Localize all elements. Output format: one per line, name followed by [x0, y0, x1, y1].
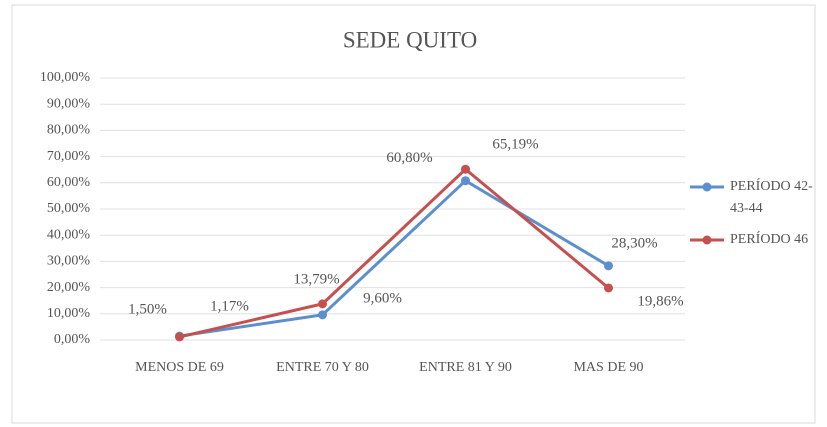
- point: [461, 164, 470, 174]
- y-tick-label: 10,00%: [47, 306, 91, 321]
- y-tick-label: 70,00%: [47, 149, 91, 164]
- legend-marker: [702, 182, 712, 192]
- x-tick-label: ENTRE 81 Y 90: [419, 360, 512, 375]
- data-label: 13,79%: [293, 271, 339, 287]
- y-tick-label: 80,00%: [47, 123, 91, 138]
- x-tick-label: MENOS DE 69: [135, 360, 224, 375]
- chart-frame: [11, 4, 816, 424]
- point: [461, 176, 470, 186]
- x-tick-label: MAS DE 90: [573, 360, 643, 375]
- chart-title: SEDE QUITO: [343, 27, 477, 52]
- x-tick-label: ENTRE 70 Y 80: [276, 360, 369, 375]
- y-tick-label: 60,00%: [47, 175, 91, 190]
- y-tick-label: 90,00%: [47, 96, 91, 111]
- legend-marker: [702, 235, 712, 245]
- y-tick-label: 100,00%: [40, 70, 91, 85]
- y-tick-label: 40,00%: [47, 227, 91, 242]
- data-label: 28,30%: [611, 235, 657, 251]
- line-series: [179, 167, 610, 339]
- data-label: 1,50%: [128, 302, 167, 318]
- data-label: 19,86%: [637, 293, 683, 309]
- data-label: 65,19%: [492, 137, 538, 153]
- data-label: 60,80%: [386, 150, 432, 166]
- point: [604, 283, 613, 293]
- point: [604, 261, 613, 271]
- legend-label: PERÍODO 46: [730, 232, 809, 247]
- y-tick-label: 50,00%: [47, 201, 91, 216]
- y-tick-label: 0,00%: [54, 332, 91, 347]
- data-label: 1,17%: [210, 298, 249, 314]
- y-tick-label: 30,00%: [47, 254, 91, 269]
- point: [175, 332, 184, 342]
- legend-label: PERÍODO 42-43-44: [730, 179, 813, 216]
- point: [318, 299, 327, 309]
- point: [318, 310, 327, 320]
- y-tick-label: 20,00%: [47, 280, 91, 295]
- line-series: [179, 178, 610, 338]
- data-label: 9,60%: [363, 290, 402, 306]
